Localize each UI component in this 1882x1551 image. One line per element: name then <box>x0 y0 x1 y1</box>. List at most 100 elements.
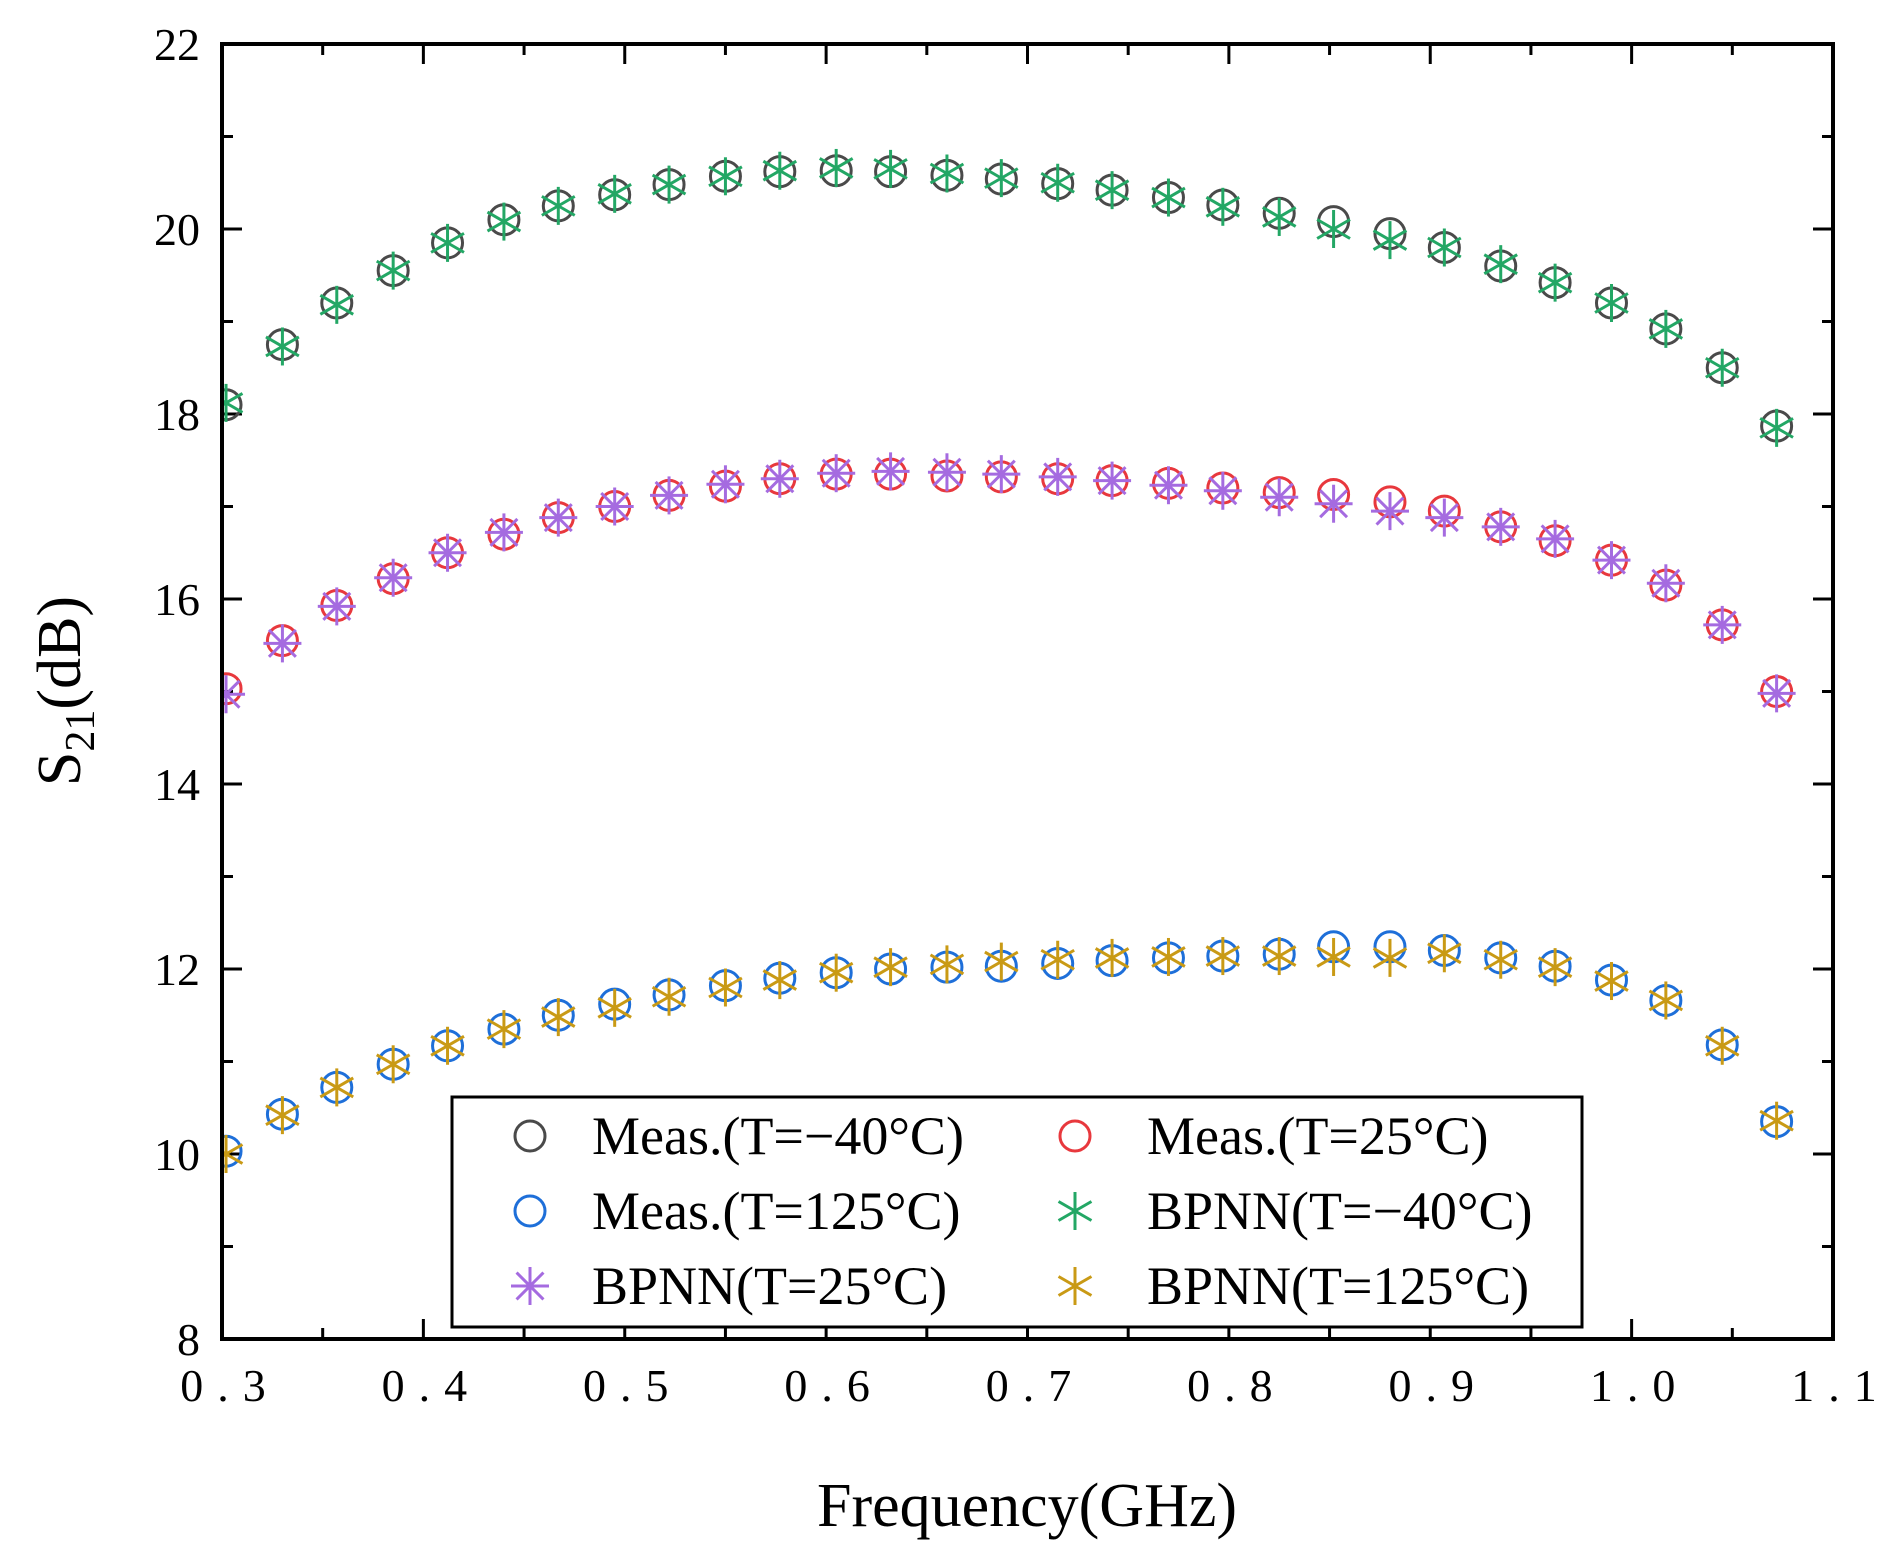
data-point <box>539 498 578 537</box>
x-axis-title: Frequency(GHz) <box>817 1472 1237 1540</box>
data-point <box>1757 674 1796 713</box>
legend-label: BPNN(T=25°C) <box>592 1256 947 1316</box>
legend-marker <box>1057 1267 1093 1305</box>
y-tick-label: 16 <box>154 574 200 625</box>
data-point <box>1594 284 1629 322</box>
data-point <box>1648 981 1684 1020</box>
data-point <box>873 149 908 188</box>
data-point <box>1705 1026 1740 1065</box>
data-point <box>1592 541 1631 580</box>
data-point <box>1483 245 1518 284</box>
data-point <box>1151 937 1186 976</box>
data-point <box>1703 605 1742 644</box>
data-series <box>222 148 1796 1173</box>
data-point <box>1038 457 1077 496</box>
data-point <box>263 624 302 663</box>
data-point <box>708 157 743 196</box>
data-point <box>1759 408 1794 447</box>
legend-label: BPNN(T=−40°C) <box>1147 1181 1533 1241</box>
data-point <box>1151 178 1186 217</box>
x-tick-label: 0.3 <box>180 1360 280 1411</box>
data-point <box>595 487 634 526</box>
data-point <box>597 988 632 1027</box>
data-point <box>541 998 576 1037</box>
data-point <box>317 587 356 626</box>
data-point <box>430 223 465 262</box>
data-point <box>818 148 854 187</box>
data-point <box>818 953 854 992</box>
series-6 <box>222 934 1794 1173</box>
data-point <box>1205 937 1241 976</box>
data-point <box>222 383 244 422</box>
data-point <box>1536 519 1575 558</box>
x-tick-label: 0.5 <box>583 1360 683 1411</box>
data-point <box>265 1096 300 1135</box>
series-4 <box>222 148 1794 447</box>
y-tick-label: 8 <box>177 1314 200 1365</box>
data-point <box>1370 492 1409 531</box>
data-point <box>430 1026 465 1065</box>
legend-label: Meas.(T=−40°C) <box>592 1106 964 1166</box>
data-point <box>650 476 689 515</box>
data-point <box>929 154 965 193</box>
y-axis-title-subscript: 21 <box>58 710 104 752</box>
y-tick-label: 18 <box>154 389 200 440</box>
data-point <box>1203 471 1242 510</box>
tick-labels: 0.3 0.4 0.5 0.6 0.7 0.8 0.9 1.0 1.1 8 10 12 14 16 18 20… <box>154 19 1882 1411</box>
series-2 <box>222 457 1794 708</box>
data-point <box>1537 263 1573 302</box>
data-point <box>1149 466 1188 505</box>
data-point <box>1372 938 1408 977</box>
data-point <box>1094 171 1130 210</box>
data-point <box>375 251 411 290</box>
data-point <box>708 968 743 1007</box>
data-point <box>984 942 1019 981</box>
data-point <box>760 459 799 498</box>
legend-label: BPNN(T=125°C) <box>1147 1256 1529 1316</box>
data-point <box>1316 210 1351 248</box>
y-tick-label: 12 <box>154 944 200 995</box>
series-5 <box>222 452 1796 714</box>
plot-frame <box>220 42 1835 1341</box>
data-point <box>1093 461 1132 500</box>
legend-label: Meas.(T=25°C) <box>1147 1106 1488 1166</box>
legend-marker <box>1058 1119 1092 1153</box>
data-point <box>486 202 522 241</box>
y-tick-label: 10 <box>154 1129 200 1180</box>
y-tick-label: 22 <box>154 19 200 70</box>
data-point <box>1372 221 1408 260</box>
x-tick-label: 0.9 <box>1389 1360 1489 1411</box>
data-point <box>222 1135 244 1173</box>
legend-marker <box>1057 1192 1093 1230</box>
data-point <box>762 151 798 190</box>
data-point <box>929 945 965 984</box>
legend-marker <box>511 1267 549 1305</box>
data-point <box>871 452 910 491</box>
data-point <box>1040 163 1075 202</box>
data-point <box>1483 940 1518 979</box>
data-point <box>982 455 1021 494</box>
data-point <box>319 285 354 324</box>
data-point <box>374 558 413 597</box>
data-point <box>597 174 632 213</box>
data-point <box>1316 937 1351 976</box>
data-point <box>486 1010 522 1049</box>
legend-marker <box>513 1119 547 1153</box>
data-point <box>319 1068 354 1107</box>
data-point <box>1481 507 1520 546</box>
data-point <box>984 159 1019 198</box>
legend-box <box>450 1095 1584 1329</box>
x-tick-label: 0.7 <box>986 1360 1086 1411</box>
x-tick-label: 1.0 <box>1590 1360 1690 1411</box>
data-point <box>1040 940 1075 979</box>
data-point <box>265 327 300 366</box>
y-axis-title: S21(dB) <box>26 596 104 786</box>
x-tick-label: 1.1 <box>1791 1360 1882 1411</box>
data-point <box>817 454 856 493</box>
x-tick-label: 0.4 <box>382 1360 482 1411</box>
data-point <box>762 961 798 1000</box>
y-tick-label: 14 <box>154 759 200 810</box>
data-point <box>1314 484 1353 523</box>
data-point <box>1262 197 1297 236</box>
data-point <box>1759 1101 1794 1140</box>
